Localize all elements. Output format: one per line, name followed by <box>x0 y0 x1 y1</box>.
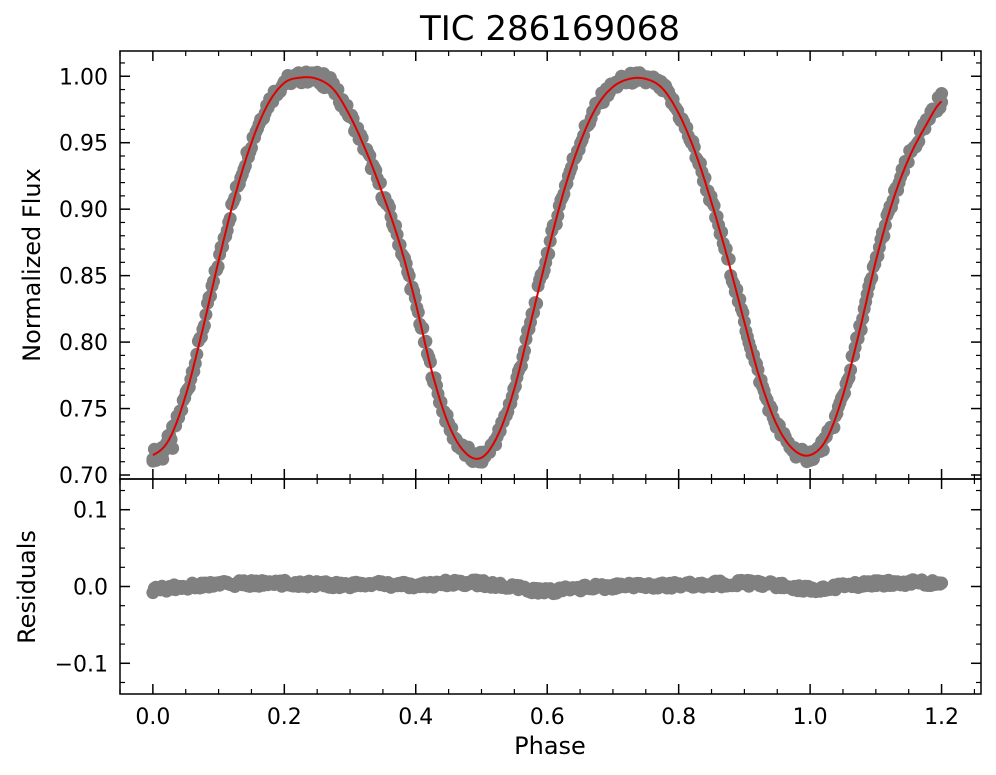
flux-point <box>416 321 430 335</box>
flux-points <box>146 65 949 469</box>
x-tick-label: 0.4 <box>398 705 433 730</box>
x-tick-label: 0.6 <box>530 705 565 730</box>
flux-point <box>156 452 170 466</box>
flux-point <box>854 323 868 337</box>
residual-ticks: 0.0 0.2 0.4 0.6 0.8 1.0 1.2 −0.1 0.0 0.1 <box>55 479 981 730</box>
flux-point <box>291 69 304 83</box>
residuals-ylabel: Residuals <box>13 530 41 644</box>
y-tick-label: 0.95 <box>59 132 108 157</box>
flux-point <box>223 212 237 225</box>
flux-point <box>719 242 733 256</box>
x-axis-label: Phase <box>514 732 586 760</box>
x-tick-label: 0.2 <box>267 705 302 730</box>
flux-ticks: 0.70 0.75 0.80 0.85 0.90 0.95 1.00 <box>59 51 981 489</box>
y-tick-label: 0.0 <box>73 576 108 601</box>
flux-point <box>323 71 337 85</box>
chart-title: TIC 286169068 <box>419 9 680 49</box>
y-tick-label: 0.85 <box>59 265 108 290</box>
flux-point <box>419 334 433 348</box>
flux-point <box>813 444 827 458</box>
flux-point <box>542 247 556 261</box>
flux-panel: 0.70 0.75 0.80 0.85 0.90 0.95 1.00 Normalized … <box>18 50 982 489</box>
flux-point <box>340 98 354 112</box>
y-tick-label: 1.00 <box>59 65 108 90</box>
x-tick-label: 0.0 <box>135 705 170 730</box>
residuals-panel: 0.0 0.2 0.4 0.6 0.8 1.0 1.2 −0.1 0.0 0.1 Residual… <box>13 478 982 760</box>
flux-point <box>530 297 544 310</box>
y-tick-label: 0.90 <box>59 198 108 223</box>
residual-points <box>146 573 949 601</box>
y-tick-label: 0.80 <box>59 331 108 356</box>
y-tick-label: 0.70 <box>59 464 108 489</box>
residual-point <box>935 576 949 590</box>
x-tick-label: 1.0 <box>793 705 828 730</box>
flux-point <box>331 83 345 96</box>
model-curve <box>152 76 943 460</box>
flux-point <box>166 441 180 455</box>
flux-point <box>698 171 712 185</box>
y-tick-label: 0.75 <box>59 398 108 423</box>
flux-point <box>935 87 949 100</box>
x-tick-label: 1.2 <box>924 705 959 730</box>
x-tick-label: 0.8 <box>661 705 696 730</box>
y-tick-label: 0.1 <box>73 499 108 524</box>
y-tick-label: −0.1 <box>55 652 108 677</box>
flux-ylabel: Normalized Flux <box>18 168 46 362</box>
